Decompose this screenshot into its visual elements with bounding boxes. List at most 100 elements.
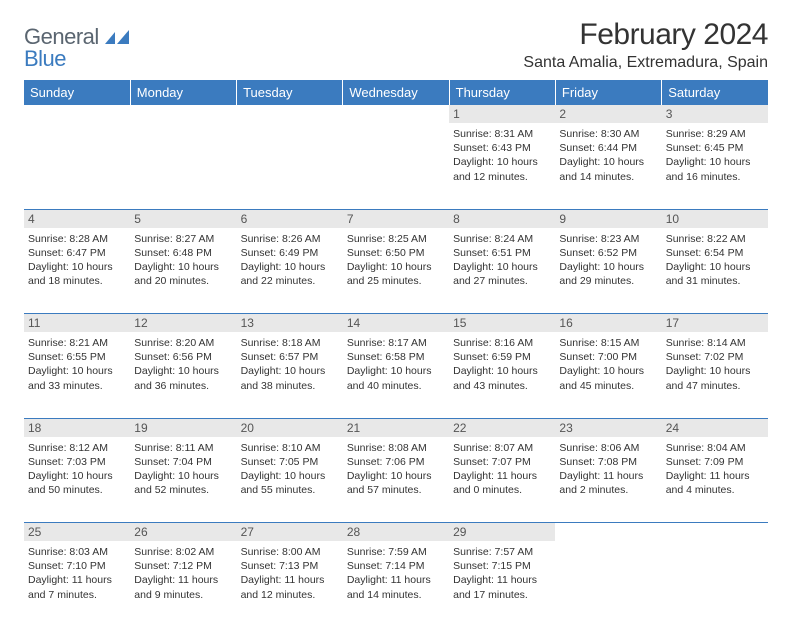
day-number: 29 — [449, 523, 555, 542]
day-cell: Sunrise: 8:04 AMSunset: 7:09 PMDaylight:… — [662, 437, 768, 523]
day-number — [555, 523, 661, 542]
day-cell: Sunrise: 8:10 AMSunset: 7:05 PMDaylight:… — [237, 437, 343, 523]
daylight-text: Daylight: 11 hours and 7 minutes. — [28, 573, 126, 601]
calendar-table: Sunday Monday Tuesday Wednesday Thursday… — [24, 80, 768, 627]
daylight-text: Daylight: 10 hours and 40 minutes. — [347, 364, 445, 392]
day-cell-text: Sunrise: 8:31 AMSunset: 6:43 PMDaylight:… — [453, 127, 551, 184]
sunset-text: Sunset: 7:08 PM — [559, 455, 657, 469]
sunrise-text: Sunrise: 8:21 AM — [28, 336, 126, 350]
day-number — [237, 105, 343, 123]
daylight-text: Daylight: 11 hours and 12 minutes. — [241, 573, 339, 601]
day-cell-text: Sunrise: 8:02 AMSunset: 7:12 PMDaylight:… — [134, 545, 232, 602]
sunrise-text: Sunrise: 8:30 AM — [559, 127, 657, 141]
sunrise-text: Sunrise: 8:07 AM — [453, 441, 551, 455]
day-cell: Sunrise: 8:29 AMSunset: 6:45 PMDaylight:… — [662, 123, 768, 209]
day-cell — [237, 123, 343, 209]
calendar-page: General Blue February 2024 Santa Amalia,… — [0, 0, 792, 637]
day-cell-text: Sunrise: 8:23 AMSunset: 6:52 PMDaylight:… — [559, 232, 657, 289]
sunrise-text: Sunrise: 8:00 AM — [241, 545, 339, 559]
sunrise-text: Sunrise: 8:23 AM — [559, 232, 657, 246]
day-cell-text: Sunrise: 8:30 AMSunset: 6:44 PMDaylight:… — [559, 127, 657, 184]
day-cell-text: Sunrise: 8:18 AMSunset: 6:57 PMDaylight:… — [241, 336, 339, 393]
sunrise-text: Sunrise: 8:04 AM — [666, 441, 764, 455]
logo-text: General Blue — [24, 24, 129, 72]
daylight-text: Daylight: 10 hours and 45 minutes. — [559, 364, 657, 392]
day-number: 28 — [343, 523, 449, 542]
day-number: 24 — [662, 418, 768, 437]
day-cell: Sunrise: 8:21 AMSunset: 6:55 PMDaylight:… — [24, 332, 130, 418]
daylight-text: Daylight: 10 hours and 33 minutes. — [28, 364, 126, 392]
month-title: February 2024 — [523, 18, 768, 52]
sunset-text: Sunset: 6:56 PM — [134, 350, 232, 364]
daylight-text: Daylight: 10 hours and 55 minutes. — [241, 469, 339, 497]
daynum-row: 123 — [24, 105, 768, 123]
sunset-text: Sunset: 6:54 PM — [666, 246, 764, 260]
day-cell-text: Sunrise: 8:16 AMSunset: 6:59 PMDaylight:… — [453, 336, 551, 393]
daylight-text: Daylight: 11 hours and 0 minutes. — [453, 469, 551, 497]
day-cell-text: Sunrise: 8:08 AMSunset: 7:06 PMDaylight:… — [347, 441, 445, 498]
sunset-text: Sunset: 7:00 PM — [559, 350, 657, 364]
day-cell: Sunrise: 8:02 AMSunset: 7:12 PMDaylight:… — [130, 541, 236, 627]
day-number: 17 — [662, 314, 768, 333]
daylight-text: Daylight: 10 hours and 57 minutes. — [347, 469, 445, 497]
daylight-text: Daylight: 10 hours and 52 minutes. — [134, 469, 232, 497]
sunset-text: Sunset: 6:58 PM — [347, 350, 445, 364]
day-cell: Sunrise: 8:23 AMSunset: 6:52 PMDaylight:… — [555, 228, 661, 314]
day-cell: Sunrise: 8:16 AMSunset: 6:59 PMDaylight:… — [449, 332, 555, 418]
day-cell: Sunrise: 8:12 AMSunset: 7:03 PMDaylight:… — [24, 437, 130, 523]
day-cell: Sunrise: 8:27 AMSunset: 6:48 PMDaylight:… — [130, 228, 236, 314]
sunset-text: Sunset: 7:04 PM — [134, 455, 232, 469]
day-number: 10 — [662, 209, 768, 228]
sunrise-text: Sunrise: 8:26 AM — [241, 232, 339, 246]
day-cell-text: Sunrise: 8:00 AMSunset: 7:13 PMDaylight:… — [241, 545, 339, 602]
day-cell: Sunrise: 8:26 AMSunset: 6:49 PMDaylight:… — [237, 228, 343, 314]
day-number: 15 — [449, 314, 555, 333]
day-cell: Sunrise: 8:03 AMSunset: 7:10 PMDaylight:… — [24, 541, 130, 627]
daynum-row: 2526272829 — [24, 523, 768, 542]
dow-tuesday: Tuesday — [237, 80, 343, 105]
day-cell: Sunrise: 8:28 AMSunset: 6:47 PMDaylight:… — [24, 228, 130, 314]
sunrise-text: Sunrise: 8:31 AM — [453, 127, 551, 141]
sunset-text: Sunset: 6:51 PM — [453, 246, 551, 260]
daynum-row: 45678910 — [24, 209, 768, 228]
sunset-text: Sunset: 7:12 PM — [134, 559, 232, 573]
daynum-row: 11121314151617 — [24, 314, 768, 333]
sunset-text: Sunset: 7:03 PM — [28, 455, 126, 469]
sunset-text: Sunset: 7:06 PM — [347, 455, 445, 469]
sunset-text: Sunset: 6:49 PM — [241, 246, 339, 260]
sunset-text: Sunset: 6:48 PM — [134, 246, 232, 260]
day-number: 23 — [555, 418, 661, 437]
sunset-text: Sunset: 7:02 PM — [666, 350, 764, 364]
sunset-text: Sunset: 6:57 PM — [241, 350, 339, 364]
day-cell-text: Sunrise: 8:17 AMSunset: 6:58 PMDaylight:… — [347, 336, 445, 393]
daylight-text: Daylight: 10 hours and 27 minutes. — [453, 260, 551, 288]
day-number: 5 — [130, 209, 236, 228]
day-number: 20 — [237, 418, 343, 437]
location-text: Santa Amalia, Extremadura, Spain — [523, 54, 768, 72]
calendar-body: 123Sunrise: 8:31 AMSunset: 6:43 PMDaylig… — [24, 105, 768, 627]
sunrise-text: Sunrise: 7:57 AM — [453, 545, 551, 559]
day-cell-text: Sunrise: 8:15 AMSunset: 7:00 PMDaylight:… — [559, 336, 657, 393]
day-number: 9 — [555, 209, 661, 228]
daylight-text: Daylight: 10 hours and 25 minutes. — [347, 260, 445, 288]
sunset-text: Sunset: 7:14 PM — [347, 559, 445, 573]
sunrise-text: Sunrise: 8:12 AM — [28, 441, 126, 455]
sunrise-text: Sunrise: 8:25 AM — [347, 232, 445, 246]
logo-mark-icon — [105, 31, 129, 48]
day-cell — [343, 123, 449, 209]
day-cell: Sunrise: 8:25 AMSunset: 6:50 PMDaylight:… — [343, 228, 449, 314]
daylight-text: Daylight: 10 hours and 50 minutes. — [28, 469, 126, 497]
daylight-text: Daylight: 11 hours and 2 minutes. — [559, 469, 657, 497]
day-number: 27 — [237, 523, 343, 542]
day-cell-text: Sunrise: 8:27 AMSunset: 6:48 PMDaylight:… — [134, 232, 232, 289]
sunrise-text: Sunrise: 8:27 AM — [134, 232, 232, 246]
day-number: 1 — [449, 105, 555, 123]
day-cell: Sunrise: 8:17 AMSunset: 6:58 PMDaylight:… — [343, 332, 449, 418]
daynum-row: 18192021222324 — [24, 418, 768, 437]
day-cell: Sunrise: 7:57 AMSunset: 7:15 PMDaylight:… — [449, 541, 555, 627]
day-cell-text: Sunrise: 8:06 AMSunset: 7:08 PMDaylight:… — [559, 441, 657, 498]
sunrise-text: Sunrise: 8:17 AM — [347, 336, 445, 350]
day-number: 14 — [343, 314, 449, 333]
sunrise-text: Sunrise: 8:18 AM — [241, 336, 339, 350]
daylight-text: Daylight: 10 hours and 29 minutes. — [559, 260, 657, 288]
